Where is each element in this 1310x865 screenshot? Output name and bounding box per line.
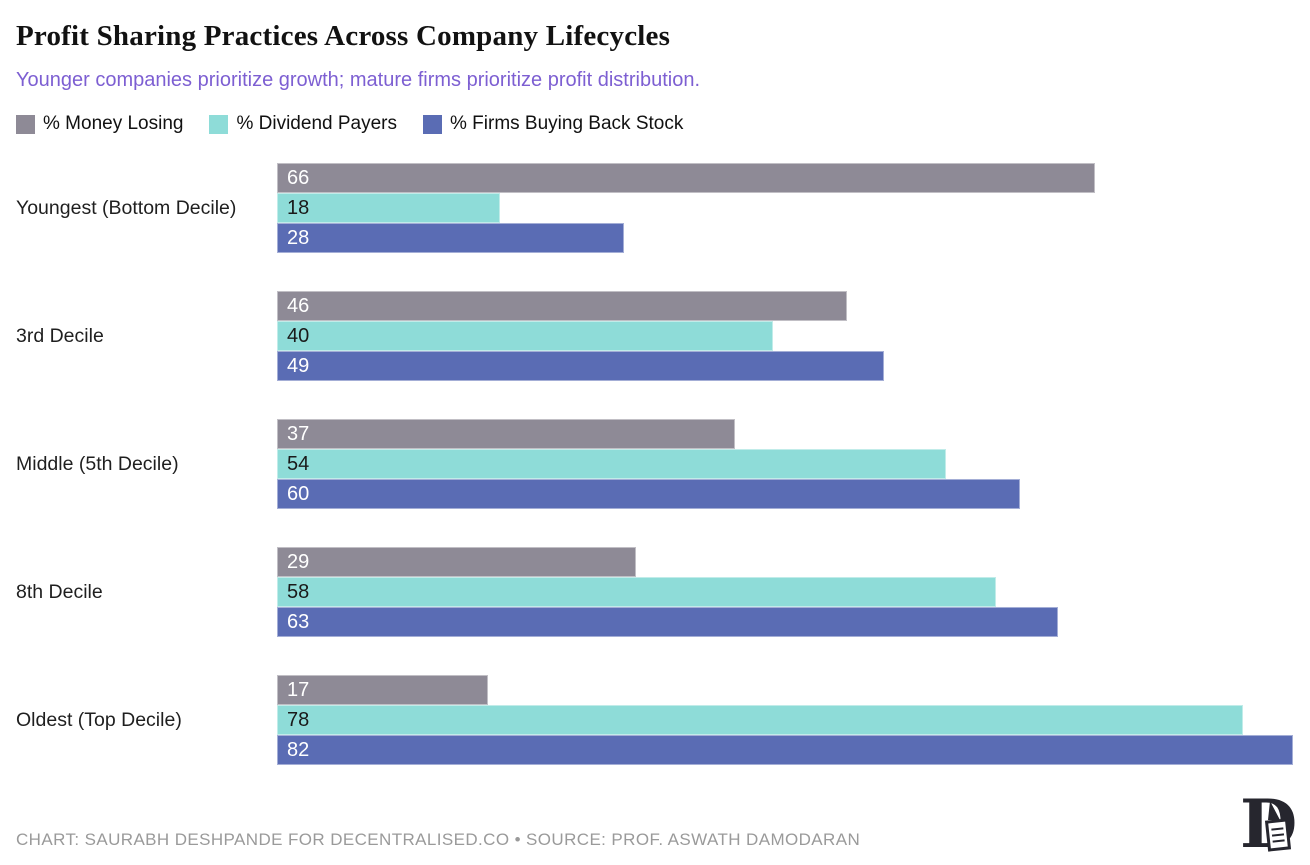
category-label: Oldest (Top Decile) — [16, 708, 182, 731]
chart-row: Oldest (Top Decile) 17 78 82 — [16, 675, 1293, 765]
plot-area: Youngest (Bottom Decile) 66 18 28 3rd Decile… — [16, 163, 1293, 765]
category-label: 3rd Decile — [16, 324, 104, 347]
legend-label: % Money Losing — [43, 113, 184, 135]
bar-value-label: 17 — [287, 679, 310, 701]
scroll-icon — [1264, 818, 1292, 852]
bar-value-label: 29 — [287, 551, 310, 573]
bar-money-losing: 29 — [277, 547, 637, 577]
footer-credit: CHART: SAURABH DESHPANDE FOR DECENTRALIS… — [16, 830, 861, 849]
bar-group: 46 40 49 — [277, 291, 1293, 381]
bar-money-losing: 46 — [277, 291, 847, 321]
bar-group: 17 78 82 — [277, 675, 1293, 765]
bar-group: 37 54 60 — [277, 419, 1293, 509]
bar-firms-buying-back-stock: 28 — [277, 223, 624, 253]
bar-value-label: 46 — [287, 295, 310, 317]
bar-group: 29 58 63 — [277, 547, 1293, 637]
bar-money-losing: 37 — [277, 419, 736, 449]
bar-dividend-payers: 18 — [277, 193, 501, 223]
bar-dividend-payers: 58 — [277, 577, 996, 607]
legend-swatch-icon — [423, 114, 442, 134]
decentralised-logo: D — [1240, 785, 1297, 859]
bar-dividend-payers: 54 — [277, 449, 947, 479]
bar-value-label: 82 — [287, 739, 310, 761]
bar-value-label: 78 — [287, 709, 310, 731]
legend-item: % Firms Buying Back Stock — [423, 113, 683, 135]
category-label: 8th Decile — [16, 580, 103, 603]
chart-row: Middle (5th Decile) 37 54 60 — [16, 419, 1293, 509]
bar-money-losing: 17 — [277, 675, 488, 705]
bar-value-label: 37 — [287, 423, 310, 445]
bar-value-label: 54 — [287, 453, 310, 475]
bar-money-losing: 66 — [277, 163, 1095, 193]
legend-label: % Firms Buying Back Stock — [450, 113, 684, 135]
bar-value-label: 18 — [287, 197, 310, 219]
page-title: Profit Sharing Practices Across Company … — [16, 20, 671, 52]
bar-firms-buying-back-stock: 63 — [277, 607, 1058, 637]
bar-value-label: 60 — [287, 483, 310, 505]
bar-value-label: 58 — [287, 581, 310, 603]
chart-row: Youngest (Bottom Decile) 66 18 28 — [16, 163, 1293, 253]
bar-value-label: 49 — [287, 355, 310, 377]
bar-group: 66 18 28 — [277, 163, 1293, 253]
bar-dividend-payers: 40 — [277, 321, 773, 351]
category-label: Middle (5th Decile) — [16, 452, 179, 475]
chart-header: Profit Sharing Practices Across Company … — [0, 0, 1310, 135]
bar-firms-buying-back-stock: 82 — [277, 735, 1293, 765]
legend-item: % Money Losing — [16, 113, 183, 135]
chart-row: 8th Decile 29 58 63 — [16, 547, 1293, 637]
legend-item: % Dividend Payers — [209, 113, 397, 135]
category-label: Youngest (Bottom Decile) — [16, 196, 237, 219]
bar-firms-buying-back-stock: 49 — [277, 351, 885, 381]
chart-subtitle: Younger companies prioritize growth; mat… — [16, 69, 700, 92]
legend-label: % Dividend Payers — [236, 113, 397, 135]
quill-icon — [1268, 801, 1280, 820]
bar-value-label: 40 — [287, 325, 310, 347]
bar-value-label: 63 — [287, 611, 310, 633]
bar-chart: Youngest (Bottom Decile) 66 18 28 3rd Decile… — [16, 163, 1293, 765]
legend-swatch-icon — [209, 114, 229, 134]
bar-firms-buying-back-stock: 60 — [277, 479, 1021, 509]
bar-value-label: 28 — [287, 227, 310, 249]
bar-value-label: 66 — [287, 167, 310, 189]
legend-swatch-icon — [16, 114, 35, 134]
chart-row: 3rd Decile 46 40 49 — [16, 291, 1293, 381]
chart-legend: % Money Losing % Dividend Payers % Firms B… — [16, 113, 1294, 135]
bar-dividend-payers: 78 — [277, 705, 1244, 735]
